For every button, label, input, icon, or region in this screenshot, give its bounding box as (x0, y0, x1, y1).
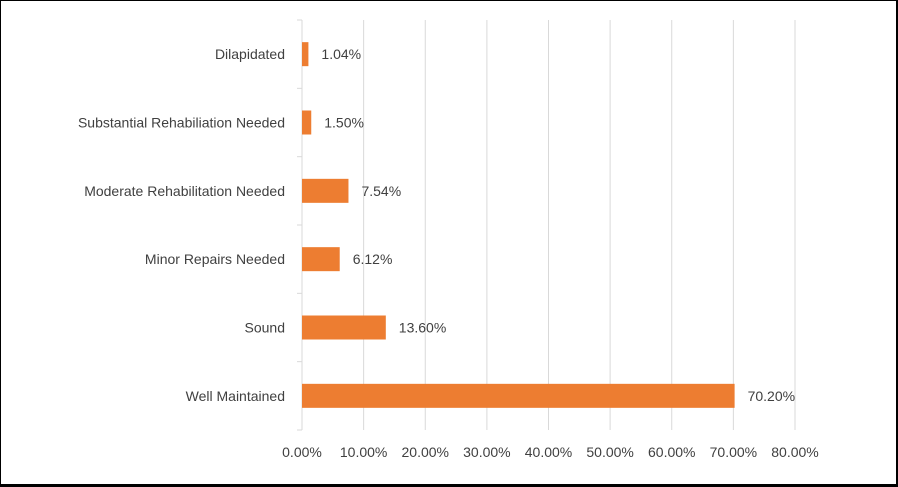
x-tick-label: 80.00% (771, 444, 818, 460)
data-labels: 1.04% 1.50% 7.54% 6.12% 13.60% 70.20% (321, 46, 795, 404)
x-tick-label: 20.00% (402, 444, 449, 460)
x-tick-labels: 0.00% 10.00% 20.00% 30.00% 40.00% 50.00% 60.00… (282, 444, 819, 460)
x-tick-label: 0.00% (282, 444, 322, 460)
data-label: 1.50% (324, 115, 364, 131)
bar (302, 383, 735, 408)
x-tick-label: 10.00% (340, 444, 387, 460)
category-label: Sound (245, 320, 285, 336)
data-label: 6.12% (353, 251, 393, 267)
data-label: 13.60% (399, 320, 446, 336)
category-label: Well Maintained (186, 388, 285, 404)
bar (302, 247, 340, 272)
x-tick-label: 40.00% (525, 444, 572, 460)
bar (302, 110, 312, 135)
category-label: Substantial Rehabiliation Needed (78, 115, 285, 131)
bar (302, 42, 309, 67)
category-label: Minor Repairs Needed (145, 251, 285, 267)
x-tick-label: 60.00% (648, 444, 695, 460)
bar (302, 315, 386, 340)
category-labels: Dilapidated Substantial Rehabiliation Nee… (78, 46, 285, 404)
bars (302, 42, 735, 408)
x-tick-label: 30.00% (463, 444, 510, 460)
x-tick-label: 50.00% (586, 444, 633, 460)
gridlines (363, 20, 796, 430)
x-tick-label: 70.00% (710, 444, 757, 460)
category-label: Dilapidated (215, 46, 285, 62)
data-label: 7.54% (361, 183, 401, 199)
category-label: Moderate Rehabilitation Needed (84, 183, 285, 199)
bar (302, 178, 349, 203)
data-label: 1.04% (321, 46, 361, 62)
category-axis (297, 19, 303, 431)
data-label: 70.20% (748, 388, 795, 404)
